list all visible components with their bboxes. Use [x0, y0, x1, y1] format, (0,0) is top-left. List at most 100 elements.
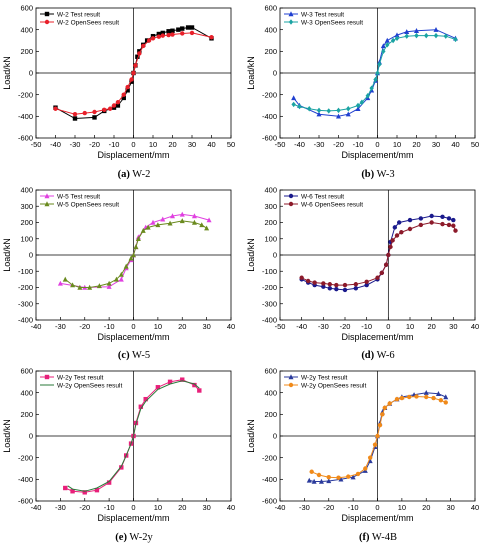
data-point: [305, 278, 311, 284]
x-tick-label: 50: [471, 140, 479, 149]
data-point: [72, 116, 78, 121]
series-2: [53, 30, 214, 117]
data-point: [111, 103, 117, 108]
legend-entry: W-2 OpenSees result: [57, 19, 119, 26]
y-axis-label: Load/kN: [246, 238, 256, 272]
x-tick-label: 30: [202, 503, 210, 512]
panel-caption-name: W-6: [374, 350, 395, 361]
data-point: [414, 32, 419, 39]
data-point: [326, 474, 331, 480]
y-tick-label: 200: [20, 410, 33, 419]
data-point: [311, 478, 317, 484]
data-point: [375, 275, 380, 280]
x-tick-label: -20: [79, 503, 90, 512]
legend-entry: W-6 OpenSees result: [301, 201, 363, 208]
chart-panel-6: -40 -30 -20 -10 0 10 20 30 40 -600 -400 -200 0 200 400…: [246, 367, 479, 543]
x-tick-label: -40: [275, 503, 286, 512]
x-axis-label: Displacement/mm: [97, 513, 169, 523]
data-point: [377, 61, 382, 68]
data-point: [336, 107, 341, 114]
data-point: [133, 244, 139, 250]
y-tick-label: 0: [29, 251, 33, 260]
data-point: [156, 34, 162, 39]
data-point: [166, 32, 171, 38]
data-point: [355, 102, 361, 109]
y-tick-label: -600: [262, 134, 277, 143]
x-tick-label: -30: [70, 140, 81, 149]
y-tick-label: -400: [18, 112, 33, 121]
x-tick-label: -30: [318, 322, 329, 331]
y-tick-label: 600: [20, 4, 33, 13]
data-point: [388, 244, 393, 250]
data-point: [379, 270, 385, 276]
x-tick-label: 30: [202, 322, 210, 331]
data-point: [321, 281, 326, 286]
panel-caption: (e) W-2y: [115, 532, 153, 543]
data-point: [384, 37, 390, 43]
y-tick-label: 200: [264, 410, 277, 419]
x-tick-label: -10: [109, 140, 120, 149]
data-point: [189, 30, 195, 36]
data-point: [170, 213, 175, 219]
data-point: [102, 107, 107, 113]
data-point: [297, 103, 302, 110]
data-point: [306, 477, 312, 483]
data-point: [106, 280, 112, 286]
data-point: [87, 284, 93, 290]
data-point: [429, 220, 434, 225]
data-point: [156, 31, 162, 37]
data-point: [424, 394, 429, 400]
x-tick-label: -10: [348, 503, 359, 512]
data-point: [192, 382, 197, 388]
data-point: [316, 472, 322, 478]
data-point: [390, 37, 396, 44]
data-point: [365, 93, 370, 99]
legend-entry: W-2y OpenSees result: [57, 382, 122, 389]
panel-caption: (b) W-3: [361, 169, 394, 180]
data-point: [133, 63, 138, 68]
x-axis-label: Displacement/mm: [97, 150, 169, 160]
y-tick-label: 200: [264, 47, 277, 56]
x-tick-label: 20: [412, 140, 420, 149]
data-point: [166, 29, 171, 34]
x-tick-label: 0: [375, 140, 379, 149]
data-point: [429, 213, 434, 219]
data-point: [451, 217, 456, 223]
x-tick-label: 20: [427, 322, 435, 331]
data-point: [82, 490, 87, 495]
x-tick-label: 40: [227, 503, 235, 512]
data-point: [407, 217, 413, 223]
data-point: [440, 214, 445, 220]
data-point: [355, 106, 361, 111]
data-point: [160, 216, 166, 222]
panel-caption-name: W-3: [374, 169, 395, 180]
x-tick-label: 50: [227, 140, 235, 149]
data-point: [123, 263, 129, 269]
legend-marker: [288, 193, 294, 199]
data-point: [179, 211, 185, 217]
legend-marker: [288, 11, 294, 17]
data-point: [383, 262, 389, 267]
y-tick-label: -100: [262, 267, 277, 276]
data-point: [125, 88, 130, 93]
data-point: [312, 280, 317, 285]
chart-panel-2: -50 -40 -30 -20 -10 0 10 20 30 40 50 -600 -400 -200 0 2…: [246, 4, 479, 180]
x-tick-label: -40: [294, 140, 305, 149]
y-axis-label: Load/kN: [246, 56, 256, 90]
data-point: [155, 222, 161, 228]
x-tick-label: -50: [275, 322, 286, 331]
y-tick-label: 600: [264, 367, 277, 376]
data-point: [392, 225, 398, 230]
data-point: [404, 33, 409, 39]
y-tick-label: 400: [20, 25, 33, 34]
data-point: [115, 100, 121, 105]
x-tick-label: 30: [188, 140, 196, 149]
data-point: [334, 282, 339, 288]
data-point: [373, 76, 378, 83]
data-point: [407, 226, 413, 232]
data-point: [375, 70, 380, 76]
data-point: [453, 228, 458, 233]
y-tick-label: 0: [273, 251, 277, 260]
data-point: [355, 471, 361, 477]
